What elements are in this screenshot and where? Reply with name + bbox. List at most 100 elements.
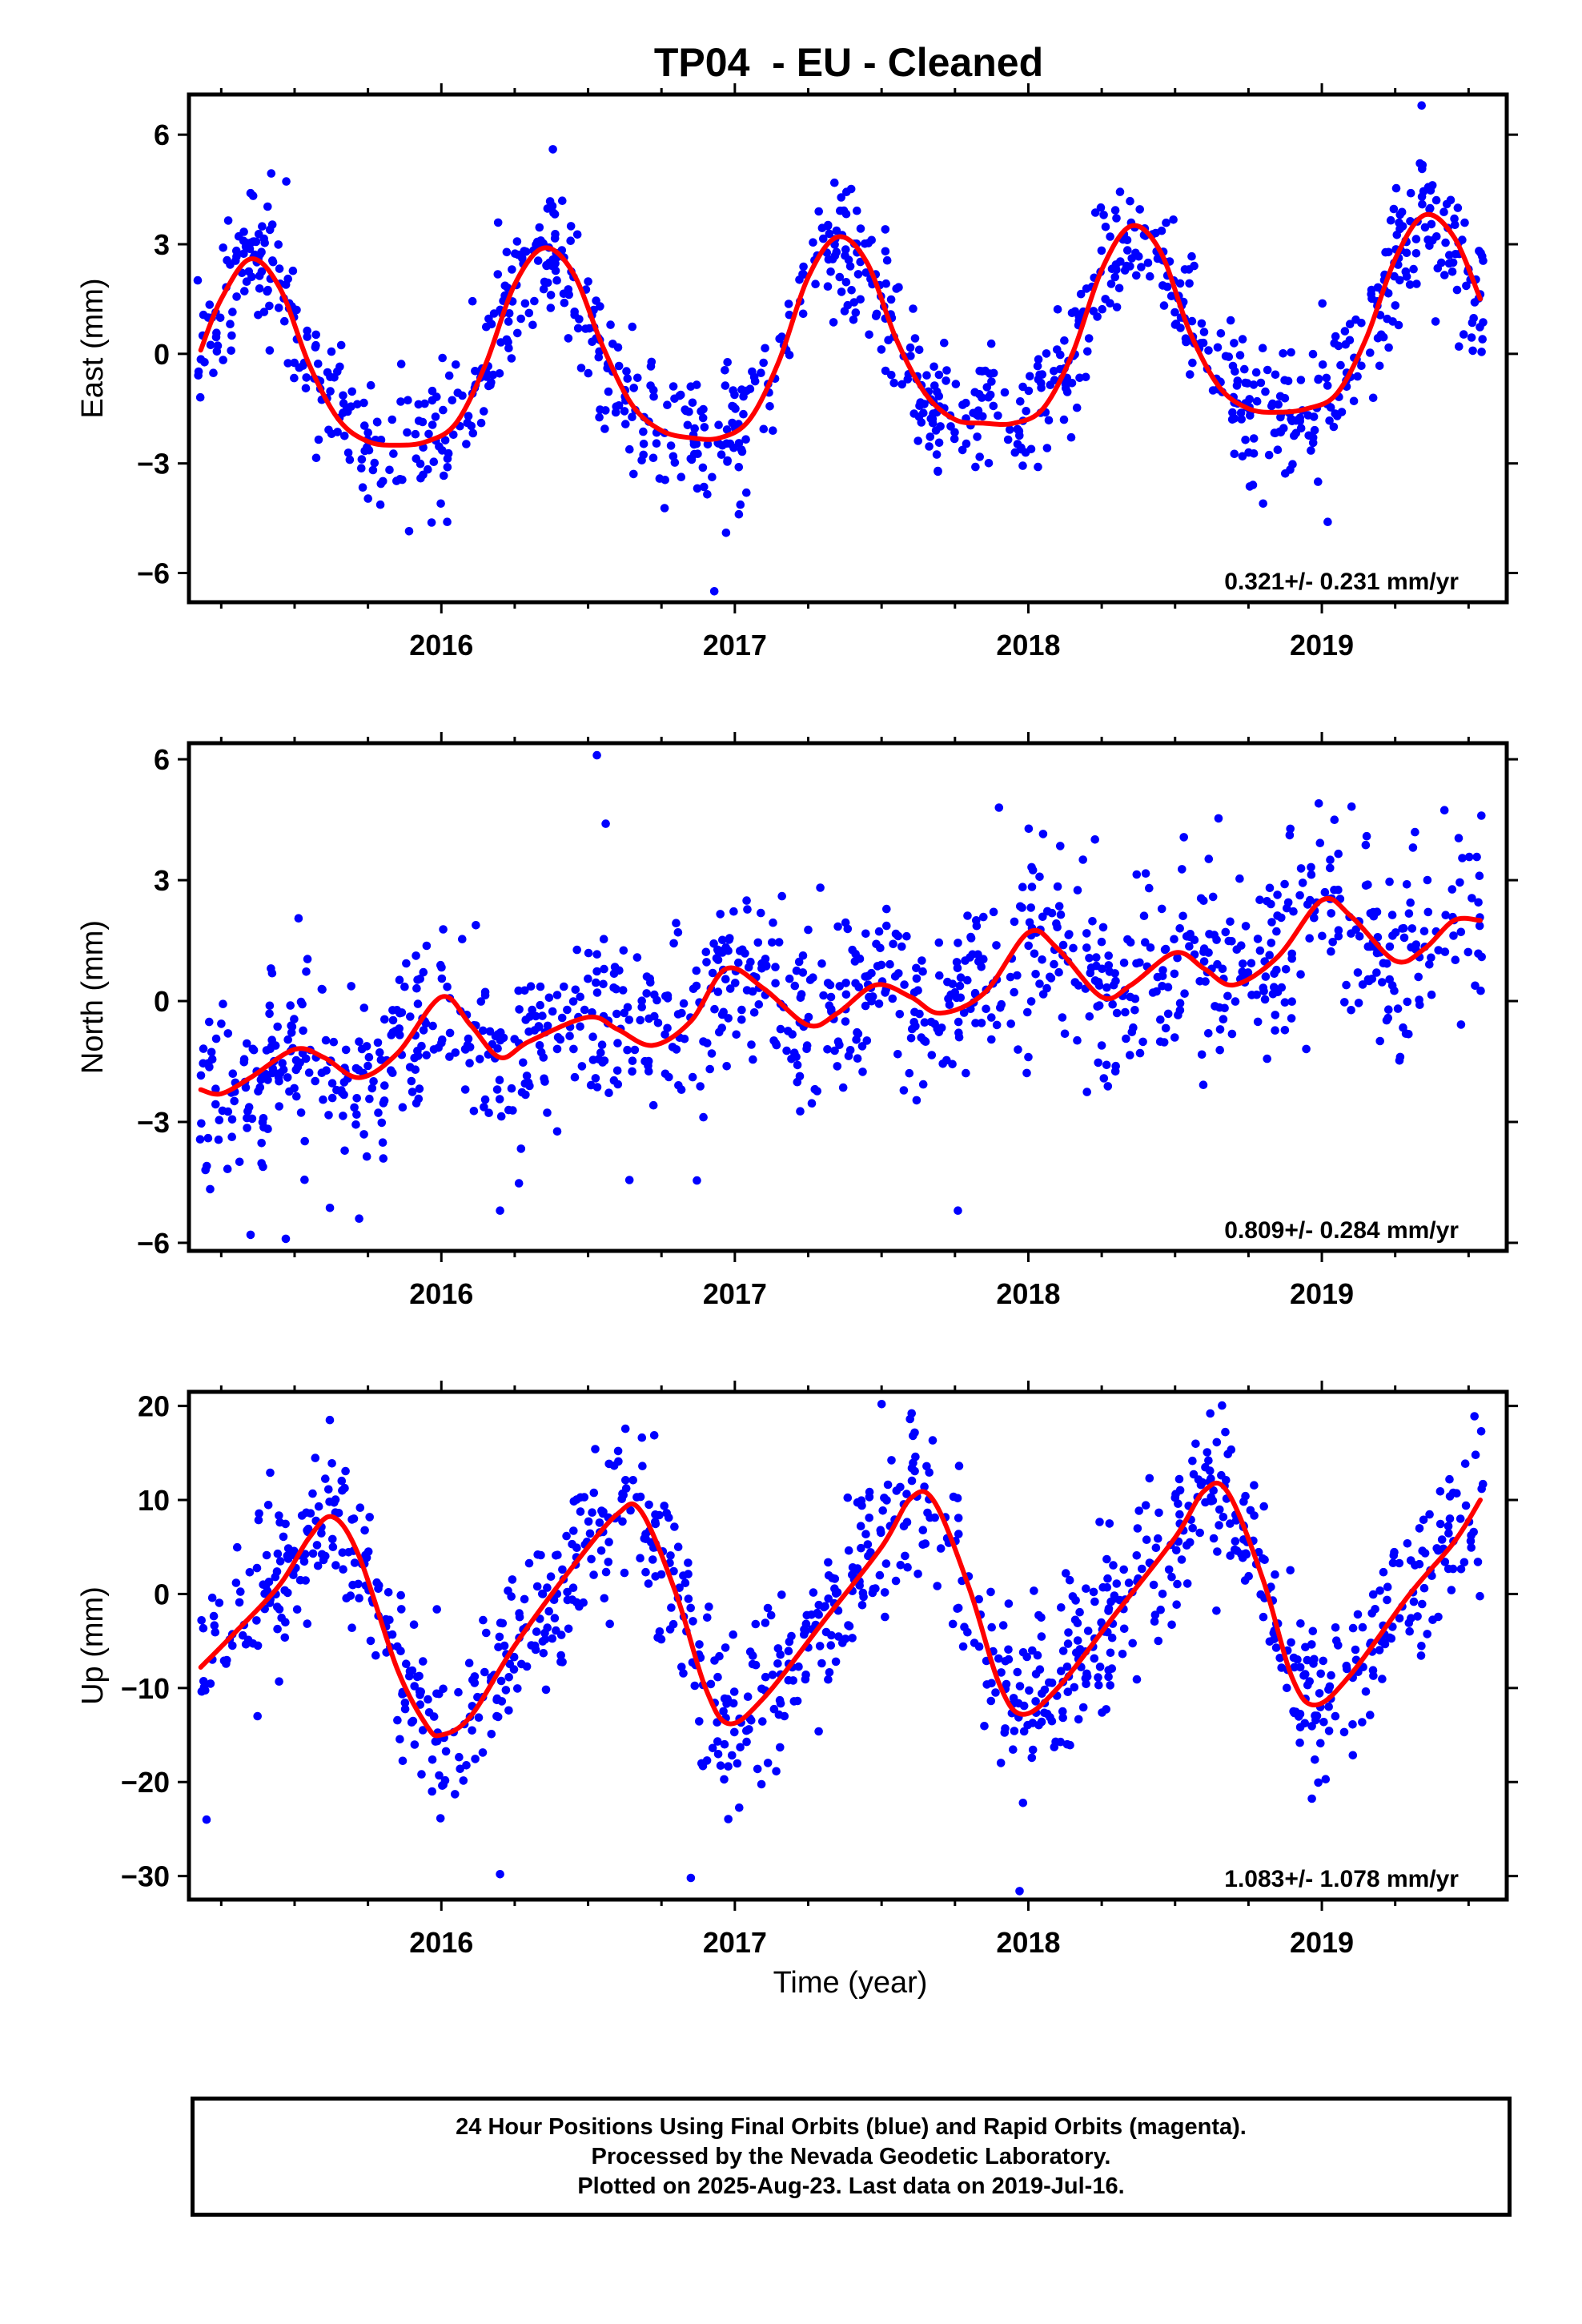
data-point [254, 311, 263, 320]
data-point [651, 1518, 660, 1526]
data-point [1252, 396, 1262, 406]
data-point [1075, 373, 1084, 383]
data-point [1296, 970, 1305, 979]
data-point [400, 1704, 410, 1714]
data-point [637, 996, 646, 1005]
data-point [460, 1085, 470, 1094]
data-point [1009, 1745, 1018, 1754]
data-point [464, 1659, 474, 1667]
data-point [604, 1088, 613, 1097]
data-point [677, 1085, 686, 1094]
data-point [1069, 943, 1078, 953]
data-point [1163, 1009, 1173, 1019]
data-point [563, 1587, 572, 1597]
data-point [1420, 223, 1430, 232]
data-point [836, 206, 845, 215]
data-point [1073, 886, 1082, 895]
data-point [1451, 220, 1460, 230]
data-point [624, 1015, 634, 1024]
data-point [1037, 1632, 1046, 1641]
data-point [794, 1662, 803, 1671]
data-point [572, 230, 582, 239]
data-point [845, 262, 855, 271]
data-point [337, 1476, 347, 1486]
data-point [1477, 952, 1486, 962]
data-point [1035, 1665, 1045, 1674]
data-point [774, 938, 784, 947]
data-point [644, 1579, 653, 1588]
data-point [402, 1659, 411, 1668]
data-point [1431, 195, 1441, 205]
data-point [1476, 248, 1485, 258]
data-point [507, 1084, 516, 1093]
data-point [273, 1624, 282, 1634]
data-point [1418, 1599, 1427, 1609]
data-point [1259, 983, 1268, 992]
data-point [515, 1609, 524, 1618]
data-point [1391, 183, 1401, 193]
data-point [845, 1046, 855, 1055]
data-point [857, 1543, 865, 1553]
data-point [677, 390, 685, 400]
data-point [716, 947, 725, 955]
data-point [1208, 386, 1218, 395]
data-point [345, 455, 355, 464]
data-point [267, 1042, 276, 1051]
data-point [283, 274, 293, 283]
data-point [1025, 1686, 1034, 1695]
data-point [1064, 1628, 1073, 1637]
data-point [823, 282, 833, 292]
data-point [480, 1095, 490, 1104]
data-point [1440, 1558, 1450, 1566]
data-point [295, 1058, 305, 1068]
data-point [1078, 1703, 1088, 1712]
data-point [849, 298, 859, 307]
data-point [274, 240, 283, 249]
data-point [1247, 959, 1256, 968]
data-point [1361, 881, 1371, 890]
data-point [1138, 1037, 1147, 1047]
data-point [934, 466, 942, 476]
data-point [219, 356, 228, 364]
data-point [1114, 283, 1124, 293]
data-point [862, 1036, 872, 1045]
data-point [1318, 360, 1327, 369]
data-point [1379, 1567, 1388, 1577]
data-point [1026, 444, 1036, 454]
y-tick-label: 0 [154, 985, 170, 1018]
data-point [542, 261, 552, 271]
data-point [1236, 408, 1246, 417]
data-point [513, 328, 522, 338]
data-point [1085, 1012, 1094, 1021]
data-point [601, 819, 610, 828]
data-point [1451, 955, 1460, 964]
data-point [243, 1107, 252, 1116]
data-point [705, 1602, 713, 1611]
data-point [759, 358, 768, 368]
data-point [1427, 219, 1436, 229]
data-point [343, 407, 352, 416]
data-point [363, 1061, 372, 1071]
data-point [899, 1522, 909, 1531]
data-point [699, 1037, 708, 1046]
data-point [609, 1462, 619, 1470]
data-point [508, 1575, 517, 1584]
data-point [1215, 1505, 1224, 1514]
data-point [1251, 368, 1261, 377]
data-point [992, 1020, 1002, 1030]
data-point [1135, 205, 1144, 214]
data-point [832, 247, 841, 257]
data-point [1190, 935, 1199, 944]
data-point [1213, 1547, 1222, 1556]
data-point [1180, 989, 1189, 998]
data-point [493, 218, 503, 227]
y-tick-label: 3 [154, 864, 170, 897]
data-point [1434, 946, 1443, 955]
data-point [1472, 852, 1481, 862]
data-point [393, 1715, 402, 1725]
data-point [428, 396, 437, 405]
data-point [1476, 1591, 1484, 1601]
data-point [1330, 886, 1339, 895]
data-point [1368, 1590, 1378, 1599]
data-point [910, 334, 920, 343]
